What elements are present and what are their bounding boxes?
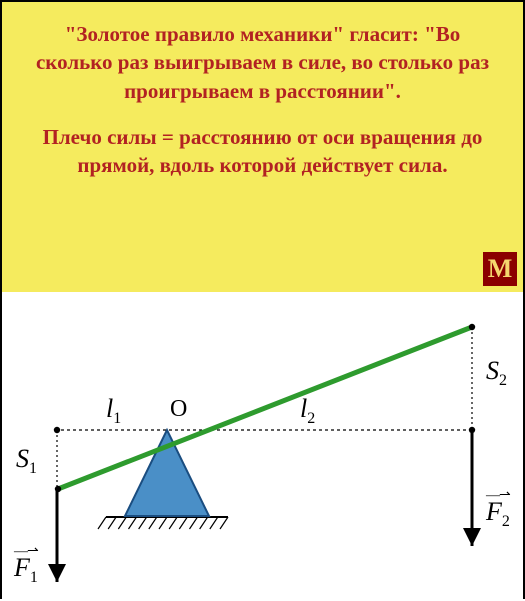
- label-F1: —⇀F1: [14, 548, 38, 587]
- rule-text-2: Плечо силы = расстоянию от оси вращения …: [24, 123, 501, 180]
- logo-letter: M: [488, 254, 513, 284]
- label-S2: S2: [486, 356, 507, 390]
- label-l1: l1: [106, 394, 121, 428]
- lever-diagram: Ol1 l2 S1 S2 —⇀F1 —⇀F2: [2, 292, 523, 601]
- label-l2: l2: [300, 394, 315, 428]
- info-panel: "Золотое правило механики" гласит: "Во с…: [2, 2, 523, 292]
- diagram-svg: [2, 292, 523, 601]
- label-S1: S1: [16, 444, 37, 478]
- label-O: O: [170, 396, 187, 423]
- label-F2: —⇀F2: [486, 492, 510, 531]
- rule-text-1: "Золотое правило механики" гласит: "Во с…: [24, 20, 501, 105]
- logo-badge: M: [483, 252, 517, 286]
